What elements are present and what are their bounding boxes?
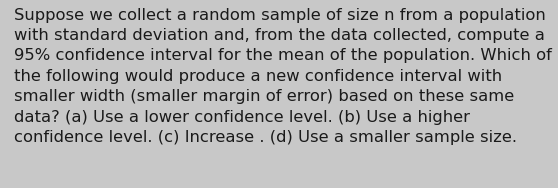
- Text: Suppose we collect a random sample of size n from a population
with standard dev: Suppose we collect a random sample of si…: [14, 8, 552, 145]
